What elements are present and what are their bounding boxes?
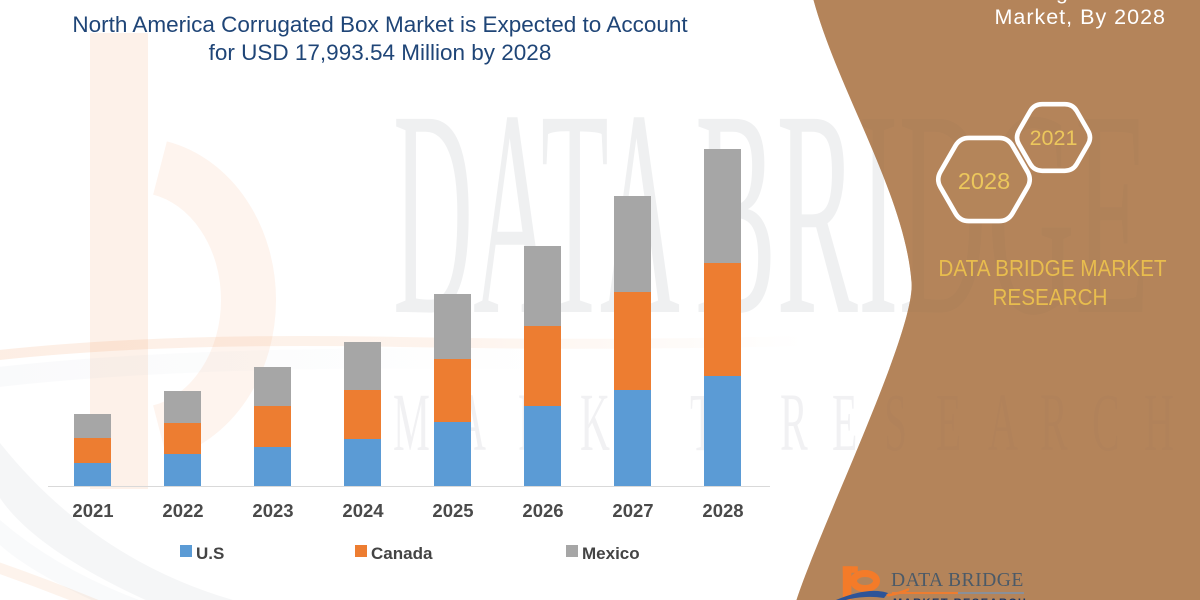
svg-text:2021: 2021 (1030, 126, 1078, 150)
svg-text:2028: 2028 (958, 168, 1010, 194)
